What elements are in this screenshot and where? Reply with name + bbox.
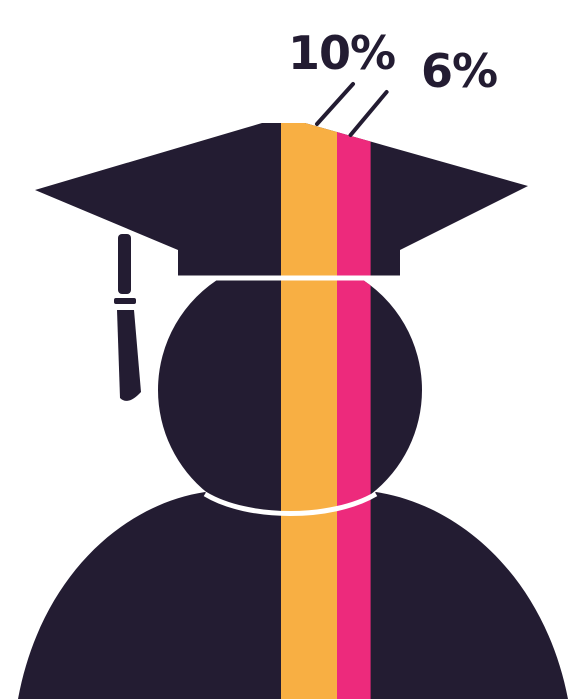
neck-gap <box>203 491 378 516</box>
callout-line-0 <box>315 82 355 126</box>
data-label-0: 10% <box>288 26 396 80</box>
callout-line-1 <box>348 90 389 137</box>
tassel-icon <box>114 234 141 401</box>
stripe-bar-0 <box>281 123 337 699</box>
data-label-1: 6% <box>421 44 498 98</box>
stripe-bar-1 <box>337 123 371 699</box>
